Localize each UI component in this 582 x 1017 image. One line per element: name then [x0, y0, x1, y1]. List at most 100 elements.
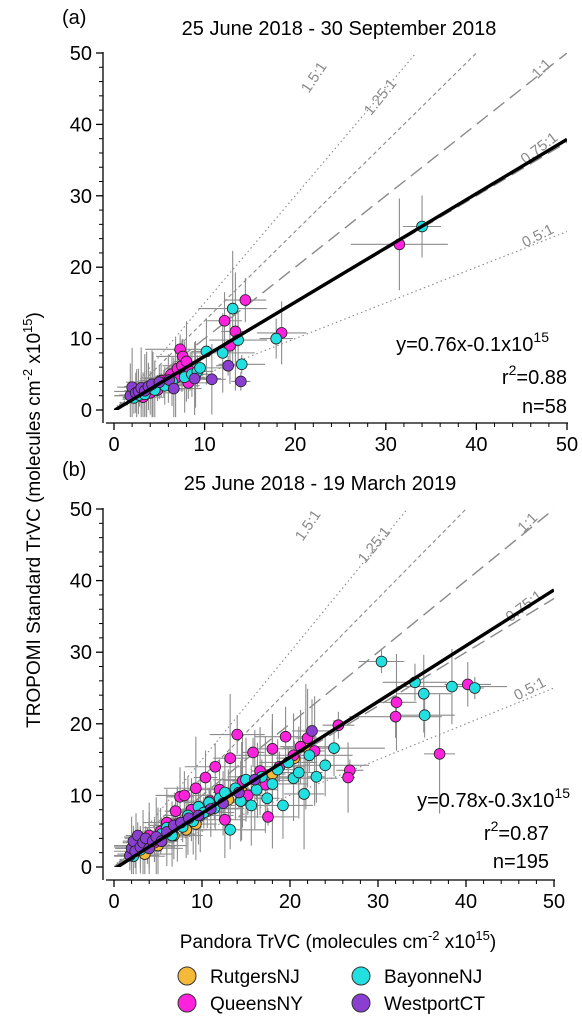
legend-item-westportct: WestportCT — [351, 993, 485, 1015]
panel-b-plot: 1.5:1 1.25:11:10.75:10.5:10 10 20 30 40 500102… — [70, 499, 565, 913]
x-tick-label: 10 — [193, 434, 215, 456]
y-tick-label: 20 — [70, 257, 92, 279]
panel-a-fit-r2: r2=0.88 — [502, 362, 567, 389]
data-point-queensny — [389, 710, 402, 723]
data-point-westportct — [188, 372, 201, 385]
x-tick-label: 50 — [543, 891, 565, 913]
x-tick-label: 0 — [108, 891, 119, 913]
data-point-queensny — [262, 811, 274, 823]
data-point-westportct — [206, 373, 218, 386]
y-tick-label: 50 — [70, 499, 92, 521]
data-point-queensny — [433, 748, 446, 760]
legend-label-queensny: QueensNY — [210, 994, 303, 1015]
data-point-queensny — [190, 782, 202, 795]
y-tick-label: 20 — [70, 714, 92, 736]
data-point-bayonnenj — [417, 687, 430, 700]
data-point-bayonnenj — [310, 770, 323, 783]
panel-b-fit-r2: r2=0.87 — [484, 818, 549, 845]
panel-b-fit-equation: y=0.78x-0.3x1015 — [417, 785, 570, 812]
regression-line — [114, 588, 554, 867]
data-point-bayonnenj — [270, 332, 282, 345]
panel-a-title: 25 June 2018 - 30 September 2018 — [182, 18, 497, 40]
legend-item-queensny: QueensNY — [177, 993, 303, 1015]
data-point-queensny — [231, 728, 244, 741]
data-point-queensny — [219, 813, 231, 826]
legend-item-rutgersnj: RutgersNJ — [177, 966, 300, 988]
y-tick-label: 40 — [70, 114, 92, 136]
ratio-line-1-1 — [114, 53, 567, 410]
y-tick-label: 10 — [70, 329, 92, 351]
data-point-bayonnenj — [446, 680, 458, 693]
ratio-label-1-25-1: 1.25:1 — [355, 524, 394, 567]
legend-label-westportct: WestportCT — [384, 994, 485, 1015]
y-tick-label: 10 — [70, 785, 92, 807]
x-axis-label: Pandora TrVC (molecules cm-2 x1015) — [180, 928, 496, 953]
x-tick-label: 20 — [284, 434, 306, 456]
ratio-label-0-5-1: 0.5:1 — [511, 674, 548, 704]
x-tick-label: 40 — [465, 434, 487, 456]
data-point-bayonnenj — [194, 362, 206, 374]
data-point-queensny — [247, 746, 259, 759]
data-point-westportct — [235, 375, 247, 388]
panel-a-letter: (a) — [62, 7, 86, 29]
y-tick-label: 0 — [81, 400, 92, 422]
data-point-westportct — [306, 725, 318, 737]
y-tick-label: 40 — [70, 571, 92, 593]
panel-a-fit-n: n=58 — [522, 396, 567, 418]
data-point-bayonnenj — [245, 799, 258, 812]
data-point-queensny — [169, 805, 182, 817]
ratio-label-0-5-1: 0.5:1 — [519, 221, 556, 251]
panel-b: (b) 25 June 2018 - 19 March 2019 1.5:1 1.… — [62, 459, 570, 913]
ratio-label-1-25-1: 1.25:1 — [361, 76, 400, 119]
data-point-bayonnenj — [226, 302, 239, 315]
y-tick-label: 50 — [70, 43, 92, 65]
data-point-queensny — [390, 696, 403, 709]
ratio-label-1-5-1: 1.5:1 — [292, 507, 325, 544]
legend-marker-rutgersnj — [177, 966, 197, 986]
data-point-bayonnenj — [250, 783, 263, 796]
data-point-bayonnenj — [235, 358, 248, 371]
ratio-label-1-5-1: 1.5:1 — [298, 59, 331, 96]
data-point-queensny — [266, 743, 279, 755]
data-point-bayonnenj — [277, 799, 289, 812]
legend-marker-westportct — [351, 993, 371, 1013]
data-point-bayonnenj — [292, 766, 305, 779]
legend-marker-bayonnenj — [351, 966, 371, 986]
ratio-label-1-1: 1:1 — [528, 55, 555, 82]
data-point-bayonnenj — [328, 742, 340, 754]
panel-b-letter: (b) — [62, 459, 86, 481]
legend-label-bayonnenj: BayonneNJ — [384, 967, 482, 988]
data-point-queensny — [178, 789, 191, 802]
data-point-queensny — [279, 730, 292, 743]
x-tick-label: 30 — [367, 891, 389, 913]
data-point-queensny — [342, 771, 354, 784]
data-point-bayonnenj — [261, 792, 273, 805]
legend-marker-queensny — [177, 993, 197, 1013]
ratio-line-1-5-1 — [114, 53, 417, 410]
data-point-bayonnenj — [418, 709, 431, 722]
ratio-label-1-1: 1:1 — [514, 509, 541, 536]
panel-b-fit-n: n=195 — [493, 851, 549, 873]
x-tick-label: 50 — [556, 434, 578, 456]
x-tick-label: 30 — [375, 434, 397, 456]
y-tick-label: 30 — [70, 642, 92, 664]
x-tick-label: 40 — [455, 891, 477, 913]
data-point-bayonnenj — [298, 788, 310, 800]
data-point-bayonnenj — [303, 749, 316, 762]
y-tick-label: 30 — [70, 186, 92, 208]
data-point-queensny — [199, 771, 212, 784]
regression-line — [114, 137, 567, 410]
data-point-westportct — [222, 359, 234, 372]
data-point-bayonnenj — [468, 682, 481, 694]
legend-label-rutgersnj: RutgersNJ — [210, 967, 300, 988]
ratio-line-1-5-1 — [114, 509, 408, 867]
ratio-line-1-25-1 — [114, 53, 477, 410]
legend-item-bayonnenj: BayonneNJ — [351, 966, 482, 988]
data-point-westportct — [167, 382, 180, 395]
data-point-queensny — [224, 752, 236, 764]
panel-b-title: 25 June 2018 - 19 March 2019 — [184, 473, 456, 495]
x-tick-label: 10 — [191, 891, 213, 913]
data-point-bayonnenj — [224, 823, 236, 836]
data-point-bayonnenj — [319, 759, 332, 772]
